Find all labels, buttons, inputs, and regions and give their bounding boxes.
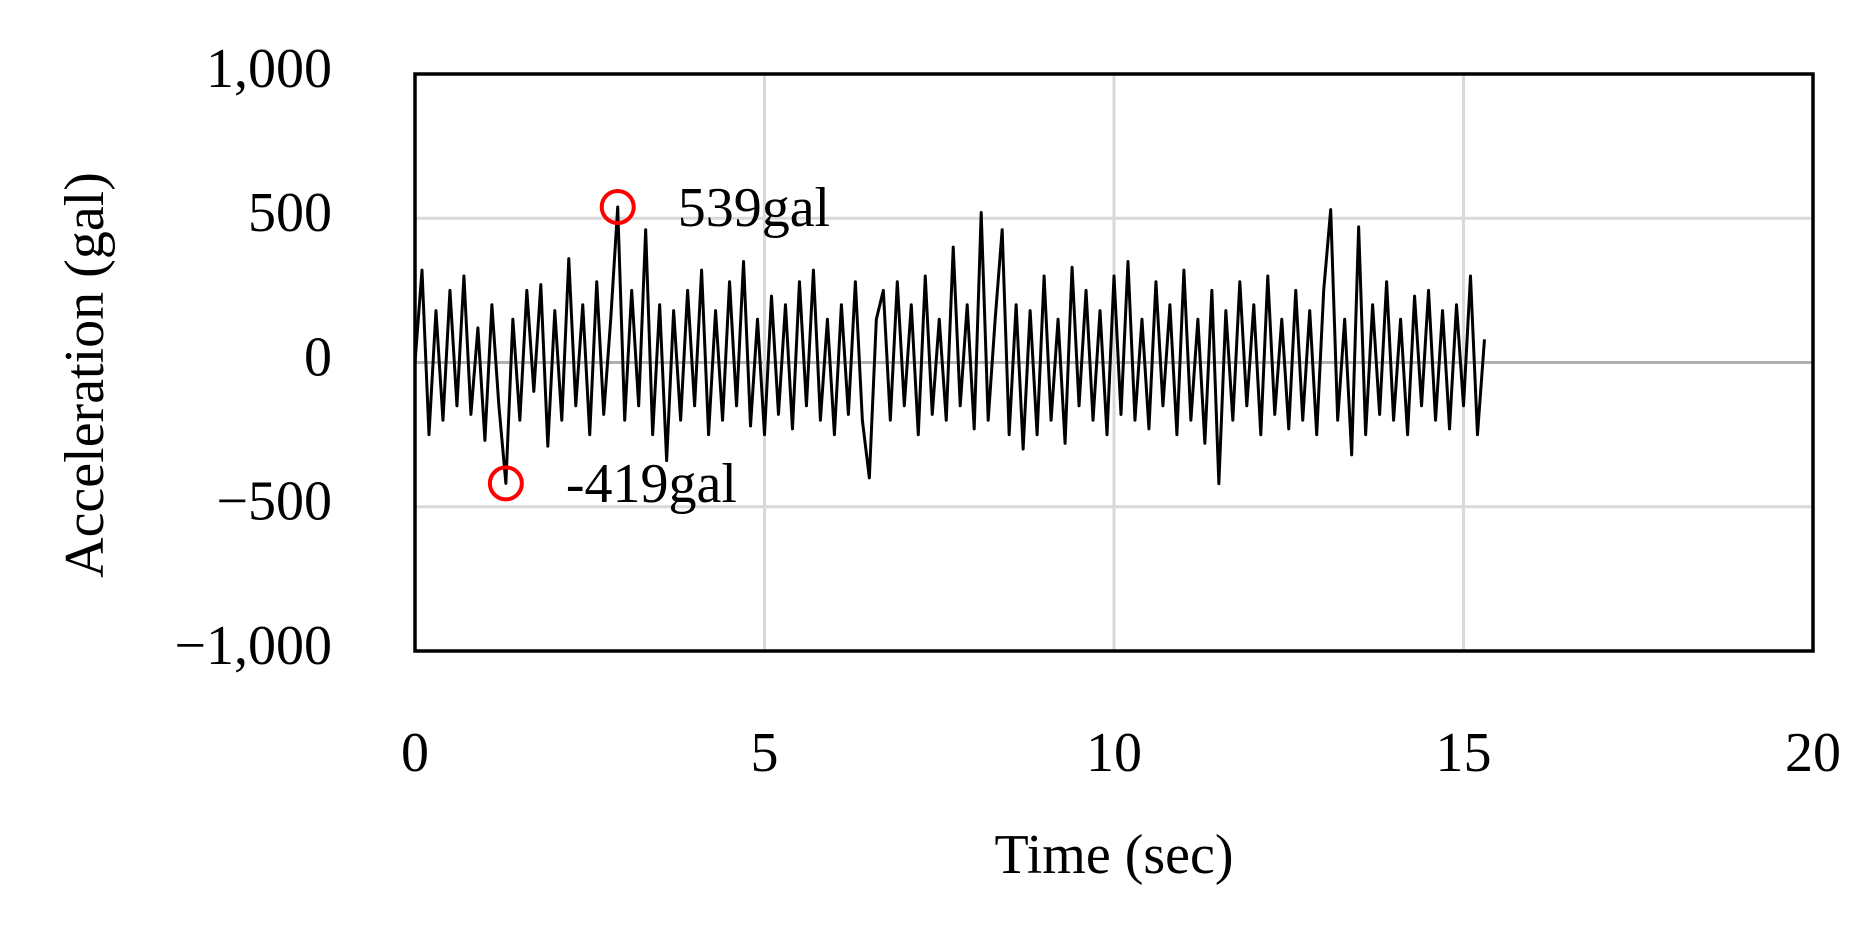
annotation-marker (487, 465, 524, 502)
plot-border (413, 72, 1815, 653)
data-line (413, 205, 1486, 486)
y-tick-label: 0 (304, 326, 332, 388)
x-tick-label: 15 (1436, 722, 1492, 784)
x-tick-label: 20 (1785, 722, 1841, 784)
y-tick-label: −1,000 (174, 615, 332, 677)
y-tick-label: 500 (248, 182, 332, 244)
annotation-marker (599, 188, 636, 225)
x-tick-label: 5 (751, 722, 779, 784)
annotation-label: 539gal (678, 177, 830, 239)
y-tick-label: −500 (216, 471, 332, 533)
annotation-label: -419gal (566, 453, 737, 515)
y-axis-title: Acceleration (gal) (54, 172, 116, 578)
x-tick-label: 0 (401, 722, 429, 784)
x-axis-title: Time (sec) (994, 824, 1233, 886)
x-tick-label: 10 (1086, 722, 1142, 784)
y-tick-label: 1,000 (206, 38, 332, 100)
